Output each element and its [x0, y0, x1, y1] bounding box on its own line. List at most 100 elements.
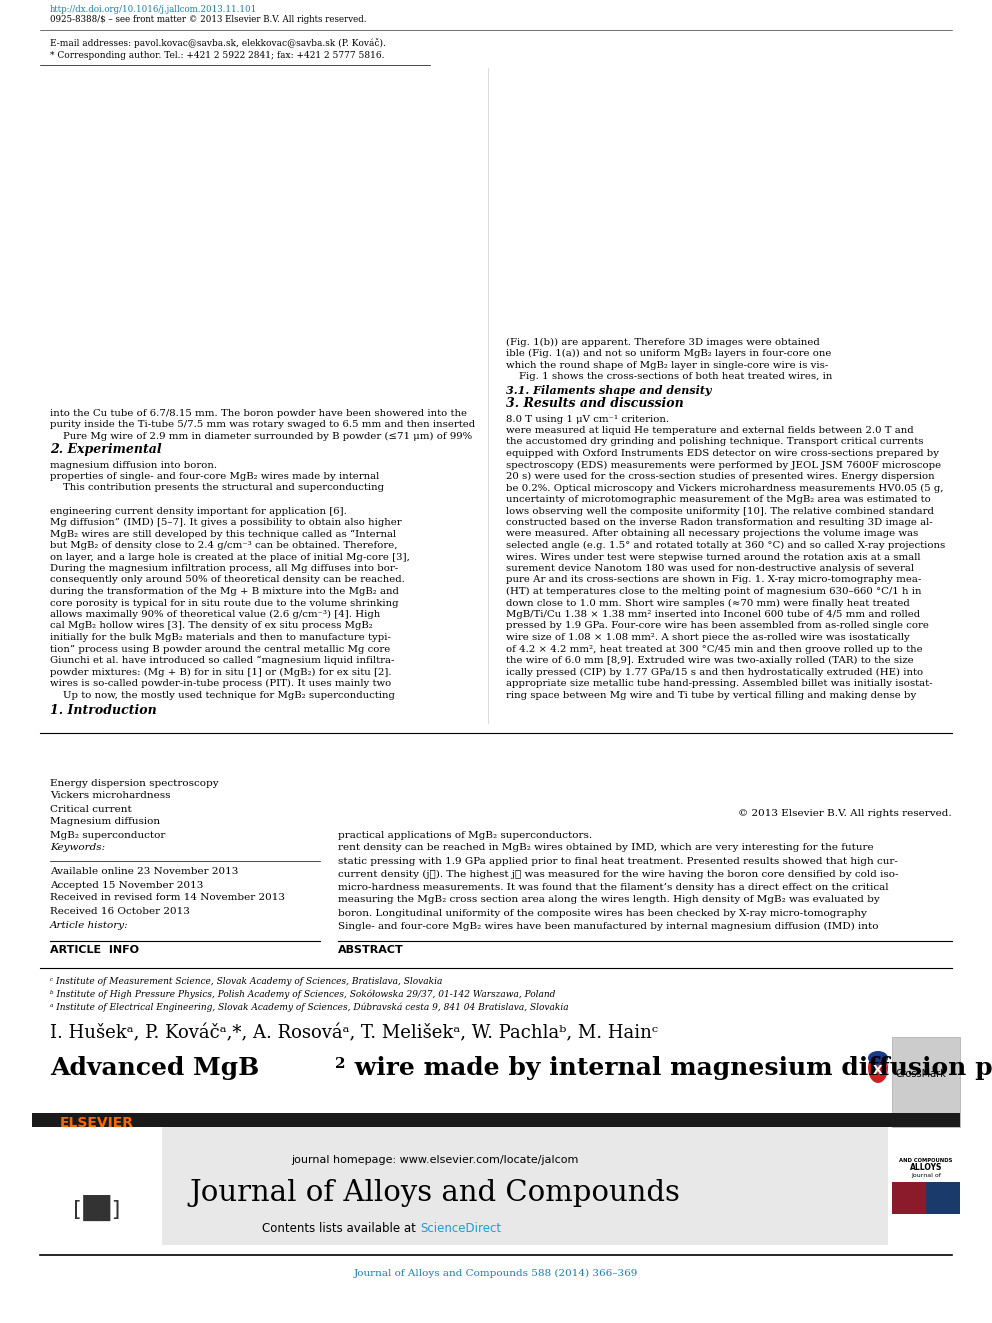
Text: Up to now, the mostly used technique for MgB₂ superconducting: Up to now, the mostly used technique for…: [50, 691, 395, 700]
Text: down close to 1.0 mm. Short wire samples (≈70 mm) were finally heat treated: down close to 1.0 mm. Short wire samples…: [506, 598, 910, 607]
Text: X: X: [873, 1064, 883, 1077]
Text: lows observing well the composite uniformity [10]. The relative combined standar: lows observing well the composite unifor…: [506, 507, 933, 516]
Text: Available online 23 November 2013: Available online 23 November 2013: [50, 868, 238, 877]
Text: Giunchi et al. have introduced so called “magnesium liquid infiltra-: Giunchi et al. have introduced so called…: [50, 656, 395, 665]
Text: ᶜ Institute of Measurement Science, Slovak Academy of Sciences, Bratislava, Slov: ᶜ Institute of Measurement Science, Slov…: [50, 976, 442, 986]
Ellipse shape: [868, 1050, 888, 1065]
Bar: [892, 1037, 960, 1127]
Text: http://dx.doi.org/10.1016/j.jallcom.2013.11.101: http://dx.doi.org/10.1016/j.jallcom.2013…: [50, 4, 257, 13]
Text: CrossMark: CrossMark: [896, 1069, 946, 1080]
Text: Journal of Alloys and Compounds 588 (2014) 366–369: Journal of Alloys and Compounds 588 (201…: [354, 1269, 638, 1278]
Text: wires is so-called powder-in-tube process (PIT). It uses mainly two: wires is so-called powder-in-tube proces…: [50, 679, 391, 688]
Text: ABSTRACT: ABSTRACT: [338, 945, 404, 955]
Text: were measured. After obtaining all necessary projections the volume image was: were measured. After obtaining all neces…: [506, 529, 919, 538]
Ellipse shape: [868, 1053, 888, 1084]
Text: Critical current: Critical current: [50, 804, 132, 814]
Text: Single- and four-core MgB₂ wires have been manufactured by internal magnesium di: Single- and four-core MgB₂ wires have be…: [338, 921, 879, 930]
Text: 1. Introduction: 1. Introduction: [50, 704, 157, 717]
Text: MgB₂ superconductor: MgB₂ superconductor: [50, 831, 166, 840]
Text: constructed based on the inverse Radon transformation and resulting 3D image al-: constructed based on the inverse Radon t…: [506, 519, 932, 527]
Text: wires. Wires under test were stepwise turned around the rotation axis at a small: wires. Wires under test were stepwise tu…: [506, 553, 921, 561]
Text: appropriate size metallic tube hand-pressing. Assembled billet was initially iso: appropriate size metallic tube hand-pres…: [506, 679, 932, 688]
Text: Pure Mg wire of 2.9 mm in diameter surrounded by B powder (≤71 μm) of 99%: Pure Mg wire of 2.9 mm in diameter surro…: [50, 431, 472, 441]
Text: ARTICLE  INFO: ARTICLE INFO: [50, 945, 139, 955]
Text: Keywords:: Keywords:: [50, 844, 105, 852]
Text: Advanced MgB: Advanced MgB: [50, 1056, 259, 1080]
Text: Article history:: Article history:: [50, 922, 129, 930]
Text: 0925-8388/$ – see front matter © 2013 Elsevier B.V. All rights reserved.: 0925-8388/$ – see front matter © 2013 El…: [50, 16, 366, 25]
Text: wire made by internal magnesium diffusion process: wire made by internal magnesium diffusio…: [346, 1056, 992, 1080]
Bar: [32, 1113, 960, 1127]
Text: engineering current density important for application [6].: engineering current density important fo…: [50, 507, 347, 516]
Text: purity inside the Ti-tube 5/7.5 mm was rotary swaged to 6.5 mm and then inserted: purity inside the Ti-tube 5/7.5 mm was r…: [50, 419, 475, 429]
Text: 20 s) were used for the cross-section studies of presented wires. Energy dispers: 20 s) were used for the cross-section st…: [506, 472, 934, 482]
Text: practical applications of MgB₂ superconductors.: practical applications of MgB₂ supercond…: [338, 831, 592, 840]
Text: were measured at liquid He temperature and external fields between 2.0 T and: were measured at liquid He temperature a…: [506, 426, 914, 435]
Text: (HT) at temperatures close to the melting point of magnesium 630–660 °C/1 h in: (HT) at temperatures close to the meltin…: [506, 587, 922, 597]
Text: ᵃ Institute of Electrical Engineering, Slovak Academy of Sciences, Dúbravská ces: ᵃ Institute of Electrical Engineering, S…: [50, 1003, 568, 1012]
Text: powder mixtures: (Mg + B) for in situ [1] or (MgB₂) for ex situ [2].: powder mixtures: (Mg + B) for in situ [1…: [50, 667, 392, 676]
Text: Vickers microhardness: Vickers microhardness: [50, 791, 171, 800]
Text: * Corresponding author. Tel.: +421 2 5922 2841; fax: +421 2 5777 5816.: * Corresponding author. Tel.: +421 2 592…: [50, 50, 385, 60]
Text: Accepted 15 November 2013: Accepted 15 November 2013: [50, 881, 203, 889]
Text: Magnesium diffusion: Magnesium diffusion: [50, 818, 160, 827]
Text: MgB₂ wires are still developed by this technique called as “Internal: MgB₂ wires are still developed by this t…: [50, 529, 396, 538]
Text: magnesium diffusion into boron.: magnesium diffusion into boron.: [50, 460, 217, 470]
Text: (Fig. 1(b)) are apparent. Therefore 3D images were obtained: (Fig. 1(b)) are apparent. Therefore 3D i…: [506, 337, 819, 347]
Text: ALLOYS: ALLOYS: [910, 1163, 942, 1171]
Text: 2: 2: [335, 1057, 345, 1072]
Text: I. Hušekᵃ, P. Kováčᵃ,*, A. Rosováᵃ, T. Melišekᵃ, W. Pachlaᵇ, M. Hainᶜ: I. Hušekᵃ, P. Kováčᵃ,*, A. Rosováᵃ, T. M…: [50, 1024, 658, 1043]
Text: pressed by 1.9 GPa. Four-core wire has been assembled from as-rolled single core: pressed by 1.9 GPa. Four-core wire has b…: [506, 622, 929, 631]
Text: 3.1. Filaments shape and density: 3.1. Filaments shape and density: [506, 385, 711, 396]
Text: 2. Experimental: 2. Experimental: [50, 443, 162, 456]
Text: the wire of 6.0 mm [8,9]. Extruded wire was two-axially rolled (TAR) to the size: the wire of 6.0 mm [8,9]. Extruded wire …: [506, 656, 914, 665]
Text: Mg diffusion” (IMD) [5–7]. It gives a possibility to obtain also higher: Mg diffusion” (IMD) [5–7]. It gives a po…: [50, 517, 402, 527]
Text: be 0.2%. Optical microscopy and Vickers microhardness measurements HV0.05 (5 g,: be 0.2%. Optical microscopy and Vickers …: [506, 483, 943, 492]
Text: current density (jⲜ). The highest jⲜ was measured for the wire having the boron : current density (jⲜ). The highest jⲜ was…: [338, 869, 899, 878]
Text: 8.0 T using 1 μV cm⁻¹ criterion.: 8.0 T using 1 μV cm⁻¹ criterion.: [506, 414, 670, 423]
Text: into the Cu tube of 6.7/8.15 mm. The boron powder have been showered into the: into the Cu tube of 6.7/8.15 mm. The bor…: [50, 409, 467, 418]
Text: [██]: [██]: [70, 1195, 124, 1221]
Text: Fig. 1 shows the cross-sections of both heat treated wires, in: Fig. 1 shows the cross-sections of both …: [506, 372, 832, 381]
Text: Received in revised form 14 November 2013: Received in revised form 14 November 201…: [50, 893, 285, 902]
Text: consequently only around 50% of theoretical density can be reached.: consequently only around 50% of theoreti…: [50, 576, 405, 585]
Text: measuring the MgB₂ cross section area along the wires length. High density of Mg: measuring the MgB₂ cross section area al…: [338, 896, 880, 905]
Text: © 2013 Elsevier B.V. All rights reserved.: © 2013 Elsevier B.V. All rights reserved…: [738, 810, 952, 819]
Text: properties of single- and four-core MgB₂ wires made by internal: properties of single- and four-core MgB₂…: [50, 472, 379, 482]
Text: which the round shape of MgB₂ layer in single-core wire is vis-: which the round shape of MgB₂ layer in s…: [506, 360, 828, 369]
Text: allows maximally 90% of theoretical value (2.6 g/cm⁻³) [4]. High: allows maximally 90% of theoretical valu…: [50, 610, 380, 619]
Text: E-mail addresses: pavol.kovac@savba.sk, elekkovac@savba.sk (P. Kováč).: E-mail addresses: pavol.kovac@savba.sk, …: [50, 38, 386, 48]
Bar: [32, 1127, 888, 1245]
Text: tion” process using B powder around the central metallic Mg core: tion” process using B powder around the …: [50, 644, 390, 654]
Text: initially for the bulk MgB₂ materials and then to manufacture typi-: initially for the bulk MgB₂ materials an…: [50, 632, 391, 642]
Text: Journal of Alloys and Compounds: Journal of Alloys and Compounds: [189, 1179, 681, 1207]
Text: ically pressed (CIP) by 1.77 GPa/15 s and then hydrostatically extruded (HE) int: ically pressed (CIP) by 1.77 GPa/15 s an…: [506, 667, 924, 676]
Text: Energy dispersion spectroscopy: Energy dispersion spectroscopy: [50, 778, 218, 787]
Text: selected angle (e.g. 1.5° and rotated totally at 360 °C) and so called X-ray pro: selected angle (e.g. 1.5° and rotated to…: [506, 541, 945, 550]
Text: pure Ar and its cross-sections are shown in Fig. 1. X-ray micro-tomography mea-: pure Ar and its cross-sections are shown…: [506, 576, 922, 585]
Text: cal MgB₂ hollow wires [3]. The density of ex situ process MgB₂: cal MgB₂ hollow wires [3]. The density o…: [50, 622, 373, 631]
Text: boron. Longitudinal uniformity of the composite wires has been checked by X-ray : boron. Longitudinal uniformity of the co…: [338, 909, 867, 917]
Text: Journal of: Journal of: [911, 1172, 941, 1177]
Text: journal homepage: www.elsevier.com/locate/jalcom: journal homepage: www.elsevier.com/locat…: [292, 1155, 578, 1166]
Text: AND COMPOUNDS: AND COMPOUNDS: [900, 1158, 952, 1163]
Text: ELSEVIER: ELSEVIER: [60, 1117, 134, 1130]
Bar: [32, 1127, 162, 1245]
Text: ScienceDirect: ScienceDirect: [420, 1221, 501, 1234]
Text: of 4.2 × 4.2 mm², heat treated at 300 °C/45 min and then groove rolled up to the: of 4.2 × 4.2 mm², heat treated at 300 °C…: [506, 644, 923, 654]
Text: equipped with Oxford Instruments EDS detector on wire cross-sections prepared by: equipped with Oxford Instruments EDS det…: [506, 448, 939, 458]
Text: the accustomed dry grinding and polishing technique. Transport critical currents: the accustomed dry grinding and polishin…: [506, 438, 924, 446]
Text: rent density can be reached in MgB₂ wires obtained by IMD, which are very intere: rent density can be reached in MgB₂ wire…: [338, 844, 874, 852]
Text: during the transformation of the Mg + B mixture into the MgB₂ and: during the transformation of the Mg + B …: [50, 587, 399, 595]
Text: surement device Nanotom 180 was used for non-destructive analysis of several: surement device Nanotom 180 was used for…: [506, 564, 914, 573]
Text: ᵇ Institute of High Pressure Physics, Polish Academy of Sciences, Sokółowska 29/: ᵇ Institute of High Pressure Physics, Po…: [50, 990, 556, 999]
Text: uncertainty of microtomographic measurement of the MgB₂ area was estimated to: uncertainty of microtomographic measurem…: [506, 495, 930, 504]
Text: spectroscopy (EDS) measurements were performed by JEOL JSM 7600F microscope: spectroscopy (EDS) measurements were per…: [506, 460, 941, 470]
Bar: [926, 1181, 960, 1215]
Text: Contents lists available at: Contents lists available at: [262, 1221, 420, 1234]
Text: ible (Fig. 1(a)) and not so uniform MgB₂ layers in four-core one: ible (Fig. 1(a)) and not so uniform MgB₂…: [506, 349, 831, 359]
Text: 3. Results and discussion: 3. Results and discussion: [506, 397, 683, 410]
Text: This contribution presents the structural and superconducting: This contribution presents the structura…: [50, 483, 384, 492]
Text: Received 16 October 2013: Received 16 October 2013: [50, 906, 189, 916]
Text: static pressing with 1.9 GPa applied prior to final heat treatment. Presented re: static pressing with 1.9 GPa applied pri…: [338, 856, 898, 865]
